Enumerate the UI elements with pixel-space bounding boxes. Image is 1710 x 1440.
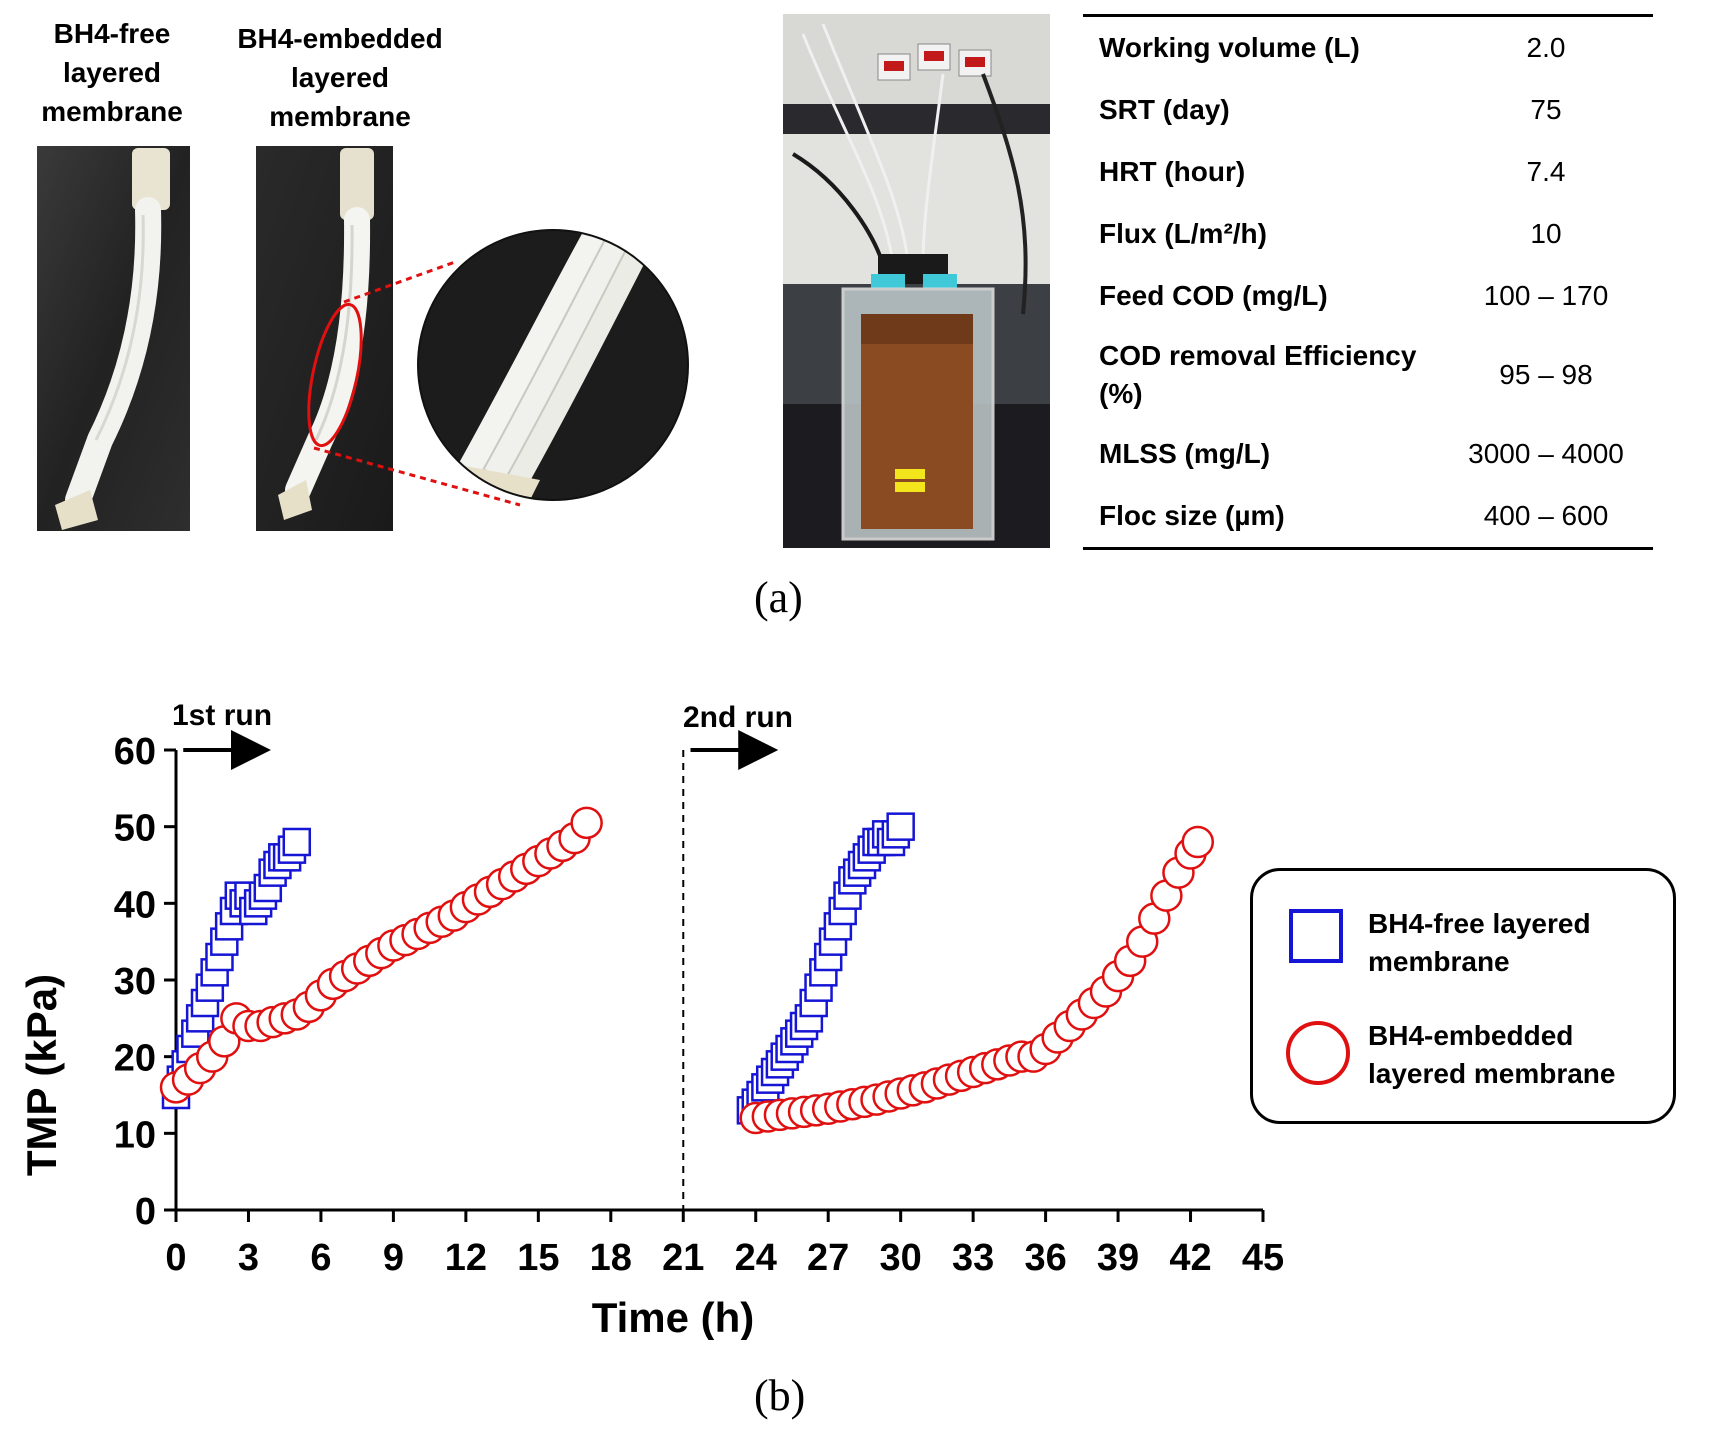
- x-tick-label: 6: [310, 1237, 331, 1279]
- x-tick-label: 24: [735, 1237, 777, 1279]
- legend-entry-bh4-embedded: BH4-embedded layered membrane: [1368, 1020, 1616, 1089]
- operating-conditions-table: Working volume (L) 2.0 SRT (day) 75 HRT …: [1083, 14, 1653, 550]
- x-axis-label: Time (h): [592, 1294, 755, 1340]
- property-name: COD removal Efficiency (%): [1099, 340, 1417, 409]
- run-label-2nd: 2nd run: [683, 701, 793, 734]
- panel-label-a: (a): [754, 573, 803, 622]
- table-row: HRT (hour) 7.4: [1083, 141, 1653, 203]
- property-name: SRT (day): [1099, 94, 1230, 125]
- table-row: Floc size (µm) 400 – 600: [1083, 485, 1653, 547]
- table-row: Working volume (L) 2.0: [1083, 17, 1653, 79]
- table-row: COD removal Efficiency (%) 95 – 98: [1083, 327, 1653, 423]
- property-value: 100 – 170: [1483, 280, 1609, 311]
- label-line: layered: [62, 57, 162, 88]
- property-value: 2.0: [1526, 32, 1566, 63]
- table-row: SRT (day) 75: [1083, 79, 1653, 141]
- photo-label-bh4-free: BH4-free layered membrane: [22, 14, 202, 131]
- property-value: 3000 – 4000: [1468, 438, 1624, 469]
- data-point-circle: [1181, 825, 1215, 859]
- property-name: Flux (L/m²/h): [1099, 218, 1267, 249]
- label-line: membrane: [41, 96, 183, 127]
- x-tick-label: 21: [662, 1237, 704, 1279]
- property-name: HRT (hour): [1099, 156, 1246, 187]
- y-tick-label: 60: [114, 731, 156, 773]
- data-point-square: [282, 827, 312, 857]
- x-tick-label: 36: [1024, 1237, 1066, 1279]
- property-name: MLSS (mg/L): [1099, 438, 1271, 469]
- property-name: Feed COD (mg/L): [1099, 280, 1328, 311]
- x-tick-label: 3: [238, 1237, 259, 1279]
- label-line: layered: [290, 62, 390, 93]
- property-value: 10: [1530, 218, 1562, 249]
- property-value: 7.4: [1526, 156, 1566, 187]
- x-tick-label: 18: [590, 1237, 632, 1279]
- y-axis-label: TMP (kPa): [18, 974, 65, 1176]
- property-name: Floc size (µm): [1099, 500, 1285, 531]
- zoom-line-bottom: [313, 446, 521, 507]
- chart-points: [159, 806, 1215, 1135]
- x-tick-label: 42: [1169, 1237, 1211, 1279]
- x-tick-label: 30: [880, 1237, 922, 1279]
- zoom-line-top: [343, 260, 456, 304]
- series-bh4-embedded: [159, 806, 1215, 1135]
- y-tick-label: 30: [114, 961, 156, 1003]
- property-value: 95 – 98: [1499, 359, 1593, 390]
- x-tick-label: 9: [383, 1237, 404, 1279]
- x-tick-label: 39: [1097, 1237, 1139, 1279]
- legend-circle-marker: [1286, 1021, 1350, 1085]
- zoom-detail: [418, 230, 688, 500]
- run-label-1st: 1st run: [172, 699, 273, 732]
- membrane-photos: [37, 146, 689, 531]
- data-point-square: [886, 812, 915, 841]
- property-name: Working volume (L): [1099, 32, 1360, 63]
- label-line: BH4-free: [53, 18, 171, 49]
- panel-label-b: (b): [754, 1371, 806, 1420]
- legend-entry-bh4-free: BH4-free layered membrane: [1368, 908, 1591, 977]
- x-tick-label: 0: [165, 1237, 186, 1279]
- x-tick-label: 33: [952, 1237, 994, 1279]
- data-point-circle: [570, 806, 603, 840]
- property-value: 400 – 600: [1483, 500, 1609, 531]
- label-line: membrane: [269, 101, 411, 132]
- photo-label-bh4-embedded: BH4-embedded layered membrane: [210, 19, 470, 136]
- reactor-photo: [783, 14, 1050, 548]
- x-tick-label: 15: [517, 1237, 559, 1279]
- y-tick-label: 10: [114, 1114, 156, 1156]
- table-row: MLSS (mg/L) 3000 – 4000: [1083, 423, 1653, 485]
- table-row: Feed COD (mg/L) 100 – 170: [1083, 265, 1653, 327]
- y-tick-label: 40: [114, 884, 156, 926]
- y-tick-label: 20: [114, 1038, 156, 1080]
- y-tick-label: 0: [135, 1191, 156, 1233]
- chart-legend: BH4-free layered membrane BH4-embedded l…: [1250, 868, 1676, 1124]
- legend-square-marker: [1289, 909, 1343, 963]
- table-row: Flux (L/m²/h) 10: [1083, 203, 1653, 265]
- photo-bh4-embedded: [256, 146, 393, 531]
- y-tick-label: 50: [114, 808, 156, 850]
- x-tick-label: 12: [445, 1237, 487, 1279]
- label-line: BH4-embedded: [237, 23, 443, 54]
- property-value: 75: [1530, 94, 1562, 125]
- photo-bh4-free: [37, 146, 190, 531]
- x-tick-label: 27: [807, 1237, 849, 1279]
- x-tick-label: 45: [1242, 1237, 1284, 1279]
